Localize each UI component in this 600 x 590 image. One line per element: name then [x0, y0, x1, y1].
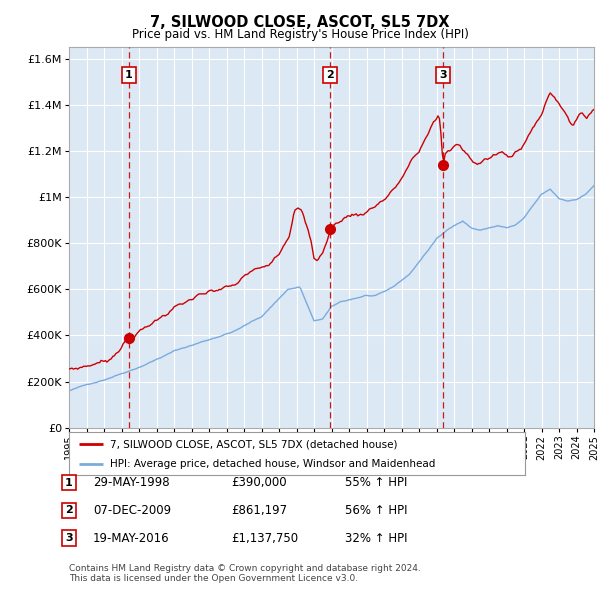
Text: 19-MAY-2016: 19-MAY-2016	[93, 532, 170, 545]
Text: £390,000: £390,000	[231, 476, 287, 489]
Text: 32% ↑ HPI: 32% ↑ HPI	[345, 532, 407, 545]
Text: 2: 2	[326, 70, 334, 80]
Text: £861,197: £861,197	[231, 504, 287, 517]
Text: 1: 1	[65, 478, 73, 487]
Text: 07-DEC-2009: 07-DEC-2009	[93, 504, 171, 517]
Text: Price paid vs. HM Land Registry's House Price Index (HPI): Price paid vs. HM Land Registry's House …	[131, 28, 469, 41]
Text: 3: 3	[65, 533, 73, 543]
Text: 1: 1	[125, 70, 133, 80]
Text: 7, SILWOOD CLOSE, ASCOT, SL5 7DX (detached house): 7, SILWOOD CLOSE, ASCOT, SL5 7DX (detach…	[110, 440, 398, 450]
Text: 56% ↑ HPI: 56% ↑ HPI	[345, 504, 407, 517]
Text: 55% ↑ HPI: 55% ↑ HPI	[345, 476, 407, 489]
Text: HPI: Average price, detached house, Windsor and Maidenhead: HPI: Average price, detached house, Wind…	[110, 459, 436, 469]
Text: 29-MAY-1998: 29-MAY-1998	[93, 476, 170, 489]
Text: 2: 2	[65, 506, 73, 515]
Text: Contains HM Land Registry data © Crown copyright and database right 2024.
This d: Contains HM Land Registry data © Crown c…	[69, 563, 421, 583]
Text: 3: 3	[439, 70, 447, 80]
Text: 7, SILWOOD CLOSE, ASCOT, SL5 7DX: 7, SILWOOD CLOSE, ASCOT, SL5 7DX	[150, 15, 450, 30]
Text: £1,137,750: £1,137,750	[231, 532, 298, 545]
